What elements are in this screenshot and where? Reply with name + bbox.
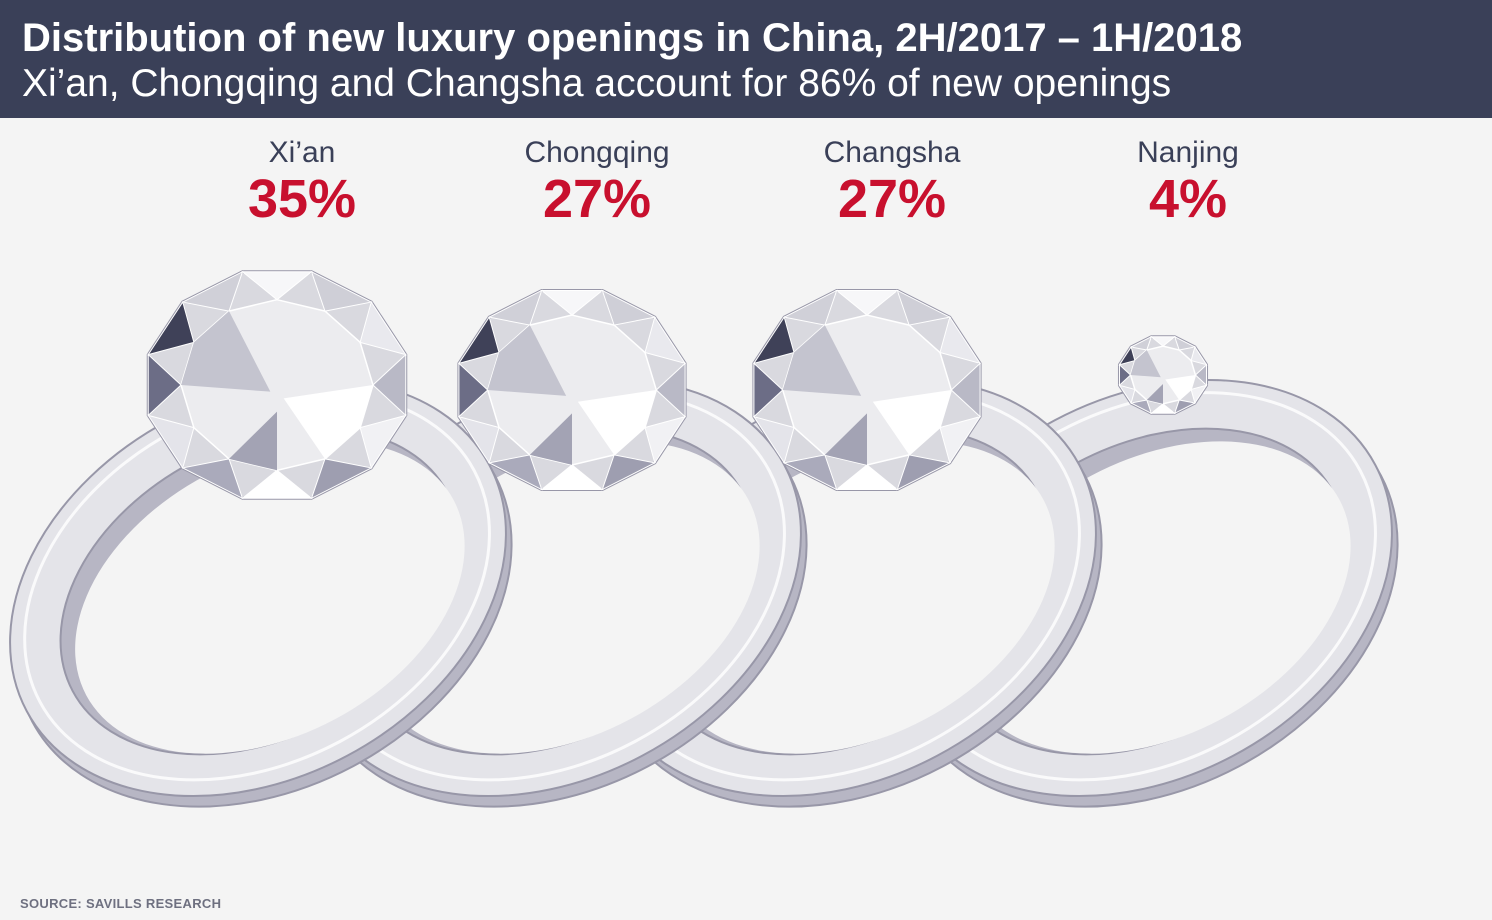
gem-mark [457,288,687,492]
chart-title: Distribution of new luxury openings in C… [22,16,1243,60]
city-label: Changsha [824,136,961,169]
rings-layer [9,378,1399,808]
gem-mark [1117,335,1209,415]
percent-label: 27% [838,169,946,229]
city-label: Nanjing [1137,136,1239,169]
gem-mark [752,288,982,492]
source-note: SOURCE: SAVILLS RESEARCH [20,896,222,911]
chart-subtitle: Xi’an, Chongqing and Changsha account fo… [22,62,1172,105]
header-banner: Distribution of new luxury openings in C… [0,0,1492,118]
percent-label: 35% [248,169,356,229]
city-label: Xi’an [269,136,336,169]
percent-label: 4% [1149,169,1227,229]
gem-mark [146,270,408,500]
ring-band [9,378,513,808]
percent-label: 27% [543,169,651,229]
city-label: Chongqing [524,136,669,169]
